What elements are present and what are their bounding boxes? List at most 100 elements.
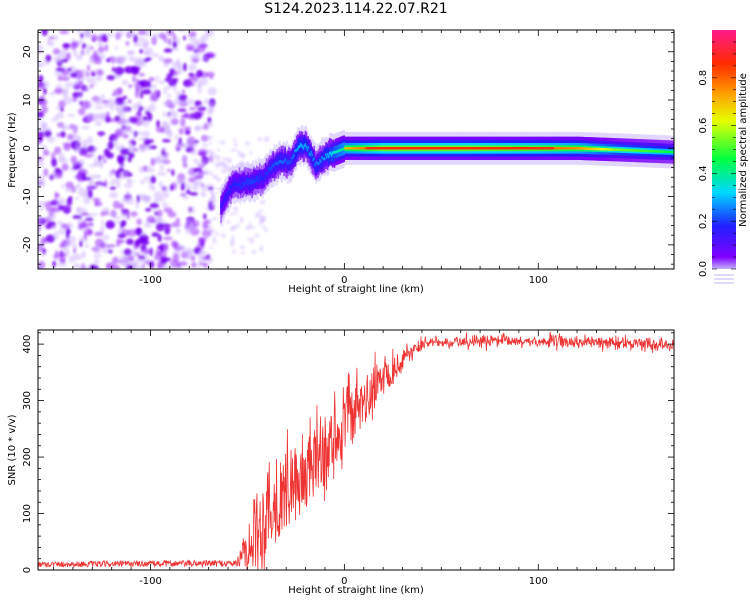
noise-blob [62, 43, 71, 48]
signal-cell [292, 155, 294, 163]
noise-blob [209, 171, 213, 177]
signal-peak [451, 147, 454, 150]
noise-blob [86, 112, 95, 122]
noise-blob [100, 219, 105, 225]
signal-cell [335, 150, 338, 154]
colorbar-tick-label: 0.6 [698, 118, 709, 134]
signal-cell [662, 150, 664, 153]
signal-peak [509, 147, 512, 150]
noise-blob [53, 231, 59, 240]
snr-ytick-label: 200 [22, 448, 33, 467]
signal-cell [280, 160, 282, 164]
noise-blob [197, 148, 208, 157]
signal-peak [503, 147, 506, 150]
noise-blob [145, 207, 152, 212]
colorbar-gradient [712, 30, 736, 269]
signal-peak [530, 147, 533, 150]
signal-cell [359, 147, 362, 150]
noise-blob [240, 245, 246, 250]
signal-cell [314, 158, 316, 166]
signal-cell [577, 147, 579, 150]
noise-blob [123, 248, 132, 256]
noise-blob [181, 156, 186, 165]
noise-blob [138, 80, 146, 86]
signal-cell [227, 192, 229, 196]
noise-blob [54, 250, 59, 257]
noise-blob [120, 148, 130, 156]
noise-blob [72, 215, 83, 219]
noise-blob [161, 184, 167, 193]
noise-blob [149, 247, 153, 257]
signal-cell [285, 155, 287, 168]
signal-peak [387, 147, 390, 150]
noise-blob [105, 152, 114, 159]
noise-blob [209, 245, 213, 250]
noise-blob [205, 224, 209, 229]
noise-blob [73, 49, 78, 57]
noise-blob [127, 99, 132, 104]
signal-peak [454, 147, 458, 150]
noise-blob [83, 232, 88, 240]
noise-blob [188, 63, 197, 71]
signal-peak [367, 147, 370, 150]
signal-cell [244, 182, 247, 186]
noise-blob [119, 250, 124, 254]
noise-blob [102, 207, 110, 214]
signal-cell [346, 147, 348, 150]
noise-blob [203, 213, 207, 220]
signal-cell [628, 149, 630, 152]
noise-blob [102, 234, 110, 241]
noise-blob [119, 126, 129, 133]
noise-blob [92, 197, 101, 202]
signal-cell [672, 150, 674, 154]
noise-blob [158, 180, 163, 188]
signal-cell [232, 182, 235, 186]
noise-blob [190, 147, 197, 156]
noise-blob [148, 184, 154, 190]
signal-cell [612, 148, 615, 151]
signal-cell [269, 168, 272, 172]
signal-cell [294, 150, 296, 157]
noise-blob [193, 180, 204, 186]
noise-blob [56, 262, 67, 267]
noise-blob [60, 123, 65, 131]
signal-cell [290, 160, 292, 164]
spectrogram-ytick-label: 0 [22, 145, 33, 151]
signal-cell [361, 147, 364, 150]
snr-panel: -100 0 100 0 100 200 300 400 Height of straight… [7, 329, 675, 596]
signal-peak [466, 147, 469, 150]
signal-cell [580, 147, 582, 150]
noise-blob [141, 130, 151, 138]
noise-blob [38, 225, 42, 231]
noise-blob [188, 31, 197, 38]
noise-blob [78, 93, 83, 99]
noise-blob [148, 103, 156, 112]
noise-blob [157, 171, 167, 177]
signal-peak [546, 147, 549, 150]
signal-cell [338, 149, 341, 152]
noise-blob [197, 85, 202, 95]
signal-cell [295, 148, 298, 152]
signal-cell [562, 147, 565, 150]
noise-blob [211, 217, 218, 221]
noise-blob [41, 105, 48, 114]
signal-cell [554, 147, 557, 150]
signal-cell [640, 149, 642, 152]
noise-blob [50, 206, 61, 213]
noise-blob [51, 118, 55, 122]
signal-cell [573, 147, 575, 150]
signal-cell [555, 147, 558, 150]
signal-peak [369, 147, 372, 150]
signal-cell [613, 148, 616, 151]
signal-cell [238, 184, 241, 187]
signal-peak [443, 147, 446, 150]
signal-cell [328, 152, 331, 159]
signal-cell [595, 147, 598, 151]
signal-peak [410, 147, 413, 150]
signal-cell [556, 147, 559, 150]
noise-blob [142, 116, 149, 121]
colorbar-tick-label: 0.4 [698, 165, 709, 181]
signal-cell [259, 174, 261, 178]
snr-xtick-label: -100 [139, 576, 162, 587]
signal-cell [290, 160, 292, 168]
